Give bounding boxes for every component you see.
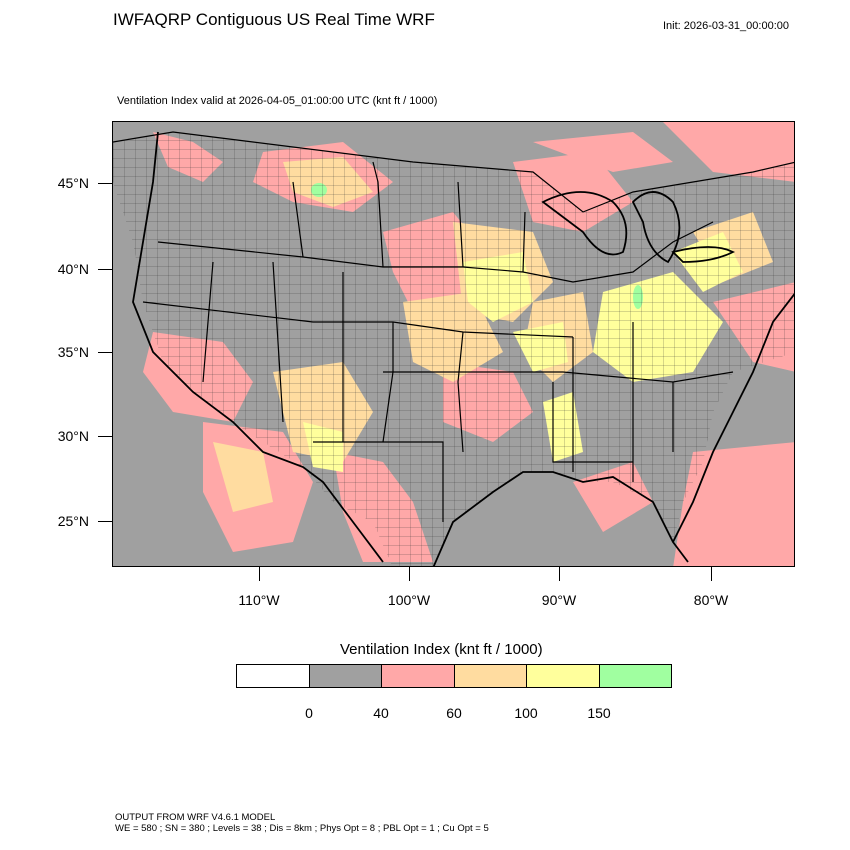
- legend-bin-100-150: [527, 665, 600, 687]
- legend-tick-100: 100: [506, 705, 546, 721]
- init-time-label: Init: 2026-03-31_00:00:00: [663, 20, 789, 32]
- lat-label-30: 30°N: [19, 428, 89, 444]
- model-version-footer: OUTPUT FROM WRF V4.6.1 MODEL: [115, 812, 275, 823]
- lat-tick: [98, 352, 112, 353]
- lat-tick: [98, 521, 112, 522]
- lat-label-35: 35°N: [19, 344, 89, 360]
- legend-bin-40-60: [382, 665, 455, 687]
- lon-tick: [259, 567, 260, 581]
- lon-tick: [559, 567, 560, 581]
- lon-label-110w: 110°W: [219, 592, 299, 608]
- lon-label-80w: 80°W: [671, 592, 751, 608]
- lon-label-100w: 100°W: [369, 592, 449, 608]
- valid-time-subtitle: Ventilation Index valid at 2026-04-05_01…: [117, 95, 437, 107]
- lat-label-25: 25°N: [19, 513, 89, 529]
- legend-tick-0: 0: [289, 705, 329, 721]
- color-legend-bar: [236, 664, 672, 688]
- map-canvas: [113, 122, 795, 567]
- legend-bin-60-100: [455, 665, 528, 687]
- model-config-footer: WE = 580 ; SN = 380 ; Levels = 38 ; Dis …: [115, 823, 489, 834]
- legend-tick-40: 40: [361, 705, 401, 721]
- lat-tick: [98, 269, 112, 270]
- lon-tick: [711, 567, 712, 581]
- legend-bin-0-40: [310, 665, 383, 687]
- legend-bin-above-150: [600, 665, 672, 687]
- lon-label-90w: 90°W: [519, 592, 599, 608]
- lat-label-40: 40°N: [19, 261, 89, 277]
- lat-tick: [98, 436, 112, 437]
- legend-tick-60: 60: [434, 705, 474, 721]
- lat-label-45: 45°N: [19, 175, 89, 191]
- lon-tick: [409, 567, 410, 581]
- map-title: IWFAQRP Contiguous US Real Time WRF: [113, 10, 435, 30]
- ventilation-index-map: [112, 121, 795, 567]
- legend-title: Ventilation Index (knt ft / 1000): [340, 641, 543, 658]
- legend-tick-150: 150: [579, 705, 619, 721]
- lat-tick: [98, 183, 112, 184]
- legend-bin-below-0: [237, 665, 310, 687]
